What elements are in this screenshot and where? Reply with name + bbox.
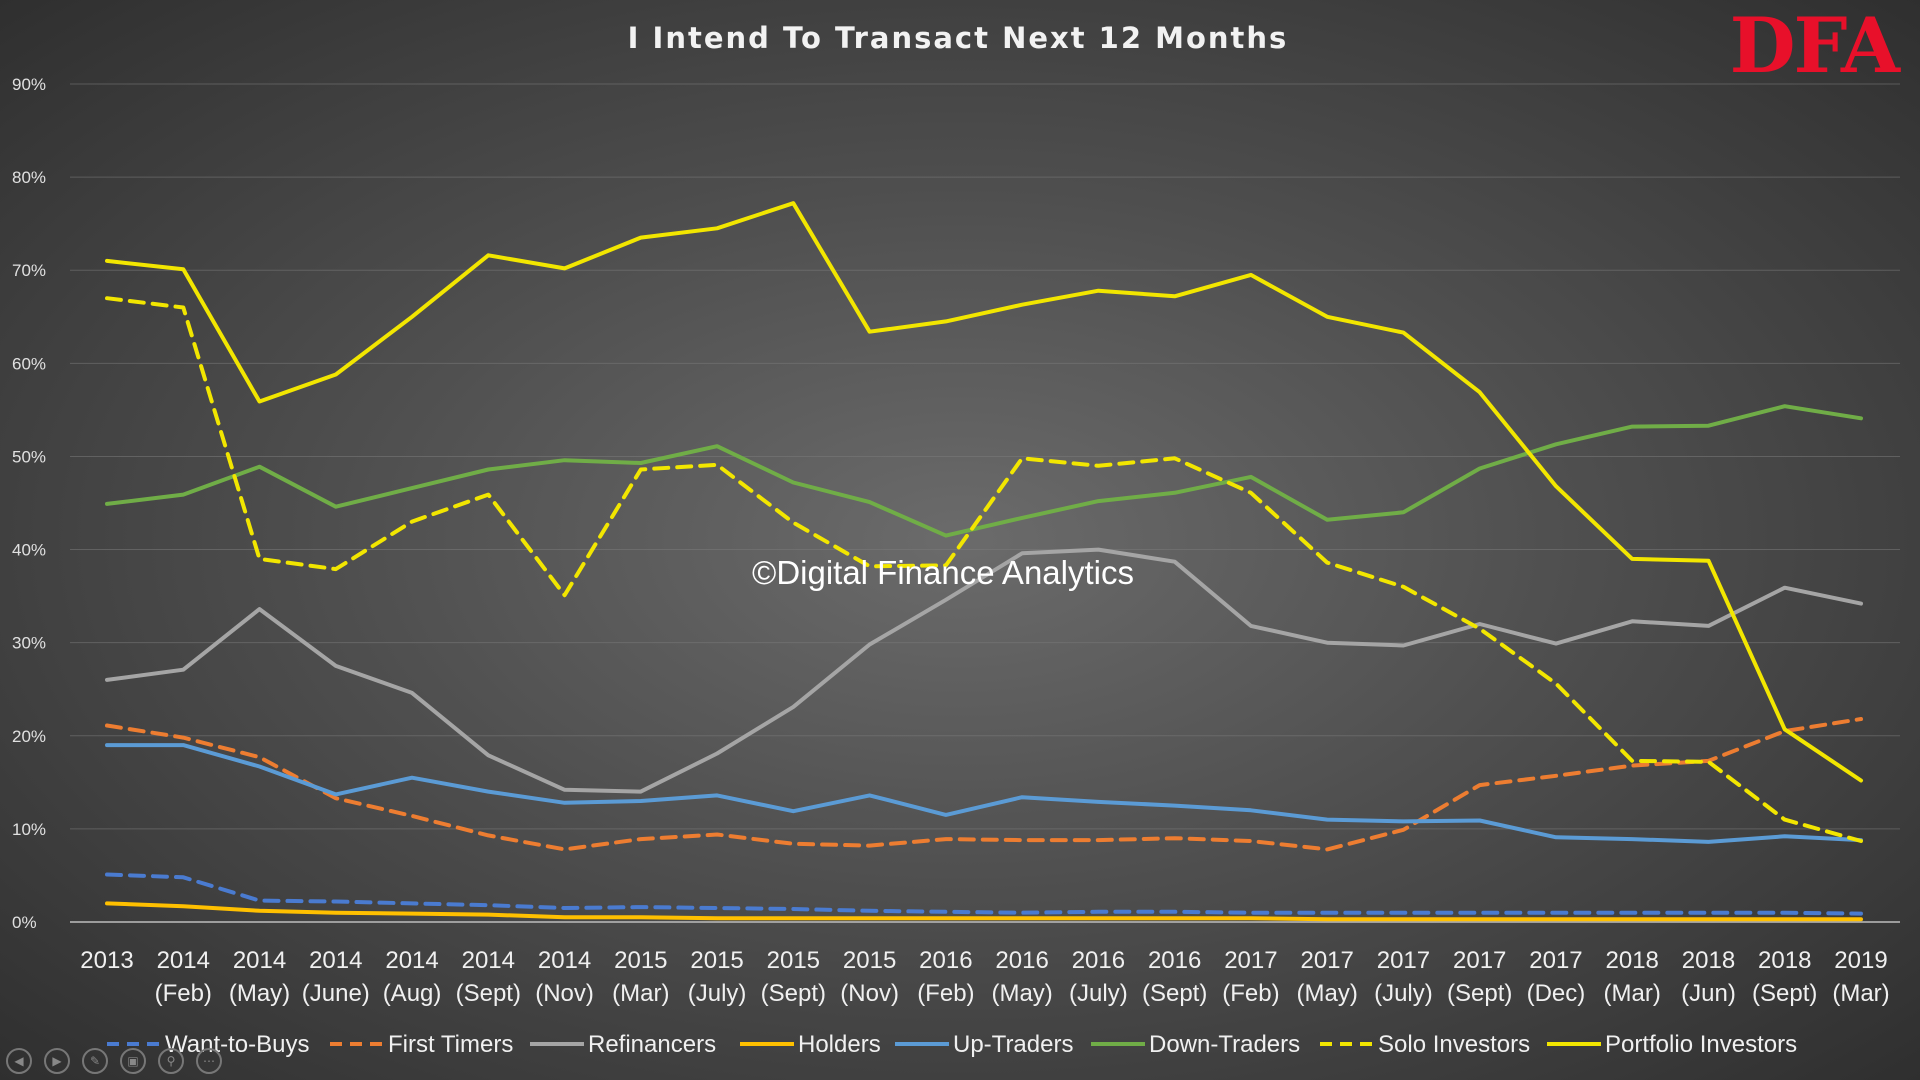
x-tick-sublabel: (Sept) xyxy=(1447,980,1512,1007)
x-tick-sublabel: (June) xyxy=(302,980,370,1007)
legend-label-up-traders: Up-Traders xyxy=(953,1031,1073,1058)
x-tick-sublabel: (July) xyxy=(1374,980,1433,1007)
legend: Want-to-Buys First Timers Refinancers Holde… xyxy=(107,1031,1797,1058)
x-tick-sublabel: (Sept) xyxy=(456,980,521,1007)
x-tick-label: 2014 xyxy=(538,947,591,974)
x-tick-sublabel: (Sept) xyxy=(1752,980,1817,1007)
x-tick-sublabel: (Mar) xyxy=(1604,980,1661,1007)
x-tick-label: 2015 xyxy=(614,947,667,974)
y-tick-label: 0% xyxy=(12,913,37,932)
series-line-up-traders xyxy=(105,743,1863,844)
x-tick-label: 2016 xyxy=(995,947,1048,974)
chart-title: I Intend To Transact Next 12 Months xyxy=(628,21,1289,55)
x-tick-label: 2014 xyxy=(157,947,210,974)
x-tick-label: 2018 xyxy=(1682,947,1735,974)
x-tick-label: 2015 xyxy=(690,947,743,974)
x-tick-label: 2017 xyxy=(1377,947,1430,974)
y-axis-tick-labels: 0% 10% 20% 30% 40% 50% 60% 70% 80% 90% xyxy=(12,75,46,932)
x-tick-sublabel: (July) xyxy=(688,980,747,1007)
x-tick-label: 2019 xyxy=(1834,947,1887,974)
y-tick-label: 70% xyxy=(12,261,46,280)
series-line-portfolio-investors xyxy=(105,201,1863,783)
series-lines xyxy=(105,201,1863,922)
x-tick-sublabel: (Mar) xyxy=(1832,980,1889,1007)
x-axis-tick-labels: 2013 2014 (Feb) 2014 (May) 2014 (June) 2014 (Aug… xyxy=(80,947,1889,1007)
x-tick-sublabel: (May) xyxy=(1297,980,1358,1007)
x-tick-label: 2016 xyxy=(919,947,972,974)
zoom-icon[interactable]: ⚲ xyxy=(158,1048,184,1074)
x-tick-sublabel: (Feb) xyxy=(155,980,212,1007)
series-line-solo-investors xyxy=(105,296,1863,843)
gridlines xyxy=(70,83,1900,923)
x-tick-label: 2013 xyxy=(80,947,133,974)
x-tick-label: 2018 xyxy=(1606,947,1659,974)
next-slide-icon[interactable]: ▶ xyxy=(44,1048,70,1074)
x-tick-label: 2015 xyxy=(843,947,896,974)
legend-label-down-traders: Down-Traders xyxy=(1149,1031,1300,1058)
y-tick-label: 50% xyxy=(12,447,46,466)
x-tick-sublabel: (Nov) xyxy=(840,980,899,1007)
x-tick-sublabel: (July) xyxy=(1069,980,1128,1007)
x-tick-label: 2018 xyxy=(1758,947,1811,974)
x-tick-label: 2014 xyxy=(309,947,362,974)
x-tick-sublabel: (May) xyxy=(229,980,290,1007)
pen-icon[interactable]: ✎ xyxy=(82,1048,108,1074)
x-tick-sublabel: (Feb) xyxy=(917,980,974,1007)
dfa-logo: DFA xyxy=(1730,1,1901,90)
x-tick-sublabel: (Sept) xyxy=(761,980,826,1007)
x-tick-label: 2014 xyxy=(233,947,286,974)
series-line-holders xyxy=(105,901,1863,922)
y-tick-label: 40% xyxy=(12,541,46,560)
x-tick-sublabel: (May) xyxy=(991,980,1052,1007)
x-tick-sublabel: (Mar) xyxy=(612,980,669,1007)
series-line-want-to-buys xyxy=(105,872,1863,916)
x-tick-label: 2014 xyxy=(385,947,438,974)
legend-label-refinancers: Refinancers xyxy=(588,1031,716,1058)
slides-icon[interactable]: ▣ xyxy=(120,1048,146,1074)
legend-label-want-to-buys: Want-to-Buys xyxy=(165,1031,309,1058)
x-tick-sublabel: (Dec) xyxy=(1527,980,1586,1007)
series-line-down-traders xyxy=(105,404,1863,538)
x-tick-label: 2016 xyxy=(1072,947,1125,974)
x-tick-sublabel: (Sept) xyxy=(1142,980,1207,1007)
legend-label-solo-investors: Solo Investors xyxy=(1378,1031,1530,1058)
x-tick-sublabel: (Nov) xyxy=(535,980,594,1007)
x-tick-label: 2017 xyxy=(1453,947,1506,974)
y-tick-label: 20% xyxy=(12,727,46,746)
x-tick-label: 2016 xyxy=(1148,947,1201,974)
x-tick-label: 2015 xyxy=(767,947,820,974)
prev-slide-icon[interactable]: ◀ xyxy=(6,1048,32,1074)
y-tick-label: 80% xyxy=(12,168,46,187)
legend-label-portfolio-investors: Portfolio Investors xyxy=(1605,1031,1797,1058)
y-tick-label: 90% xyxy=(12,75,46,94)
x-tick-sublabel: (Feb) xyxy=(1222,980,1279,1007)
more-icon[interactable]: ⋯ xyxy=(196,1048,222,1074)
x-tick-label: 2017 xyxy=(1529,947,1582,974)
x-tick-sublabel: (Jun) xyxy=(1681,980,1736,1007)
y-tick-label: 60% xyxy=(12,354,46,373)
y-tick-label: 30% xyxy=(12,634,46,653)
series-line-first-timers xyxy=(105,717,1863,852)
y-tick-label: 10% xyxy=(12,820,46,839)
x-tick-label: 2017 xyxy=(1224,947,1277,974)
x-tick-label: 2017 xyxy=(1300,947,1353,974)
legend-label-first-timers: First Timers xyxy=(388,1031,513,1058)
x-tick-label: 2014 xyxy=(462,947,515,974)
series-line-refinancers xyxy=(105,547,1863,794)
legend-label-holders: Holders xyxy=(798,1031,881,1058)
copyright-watermark: ©Digital Finance Analytics xyxy=(752,554,1134,591)
x-tick-sublabel: (Aug) xyxy=(383,980,442,1007)
